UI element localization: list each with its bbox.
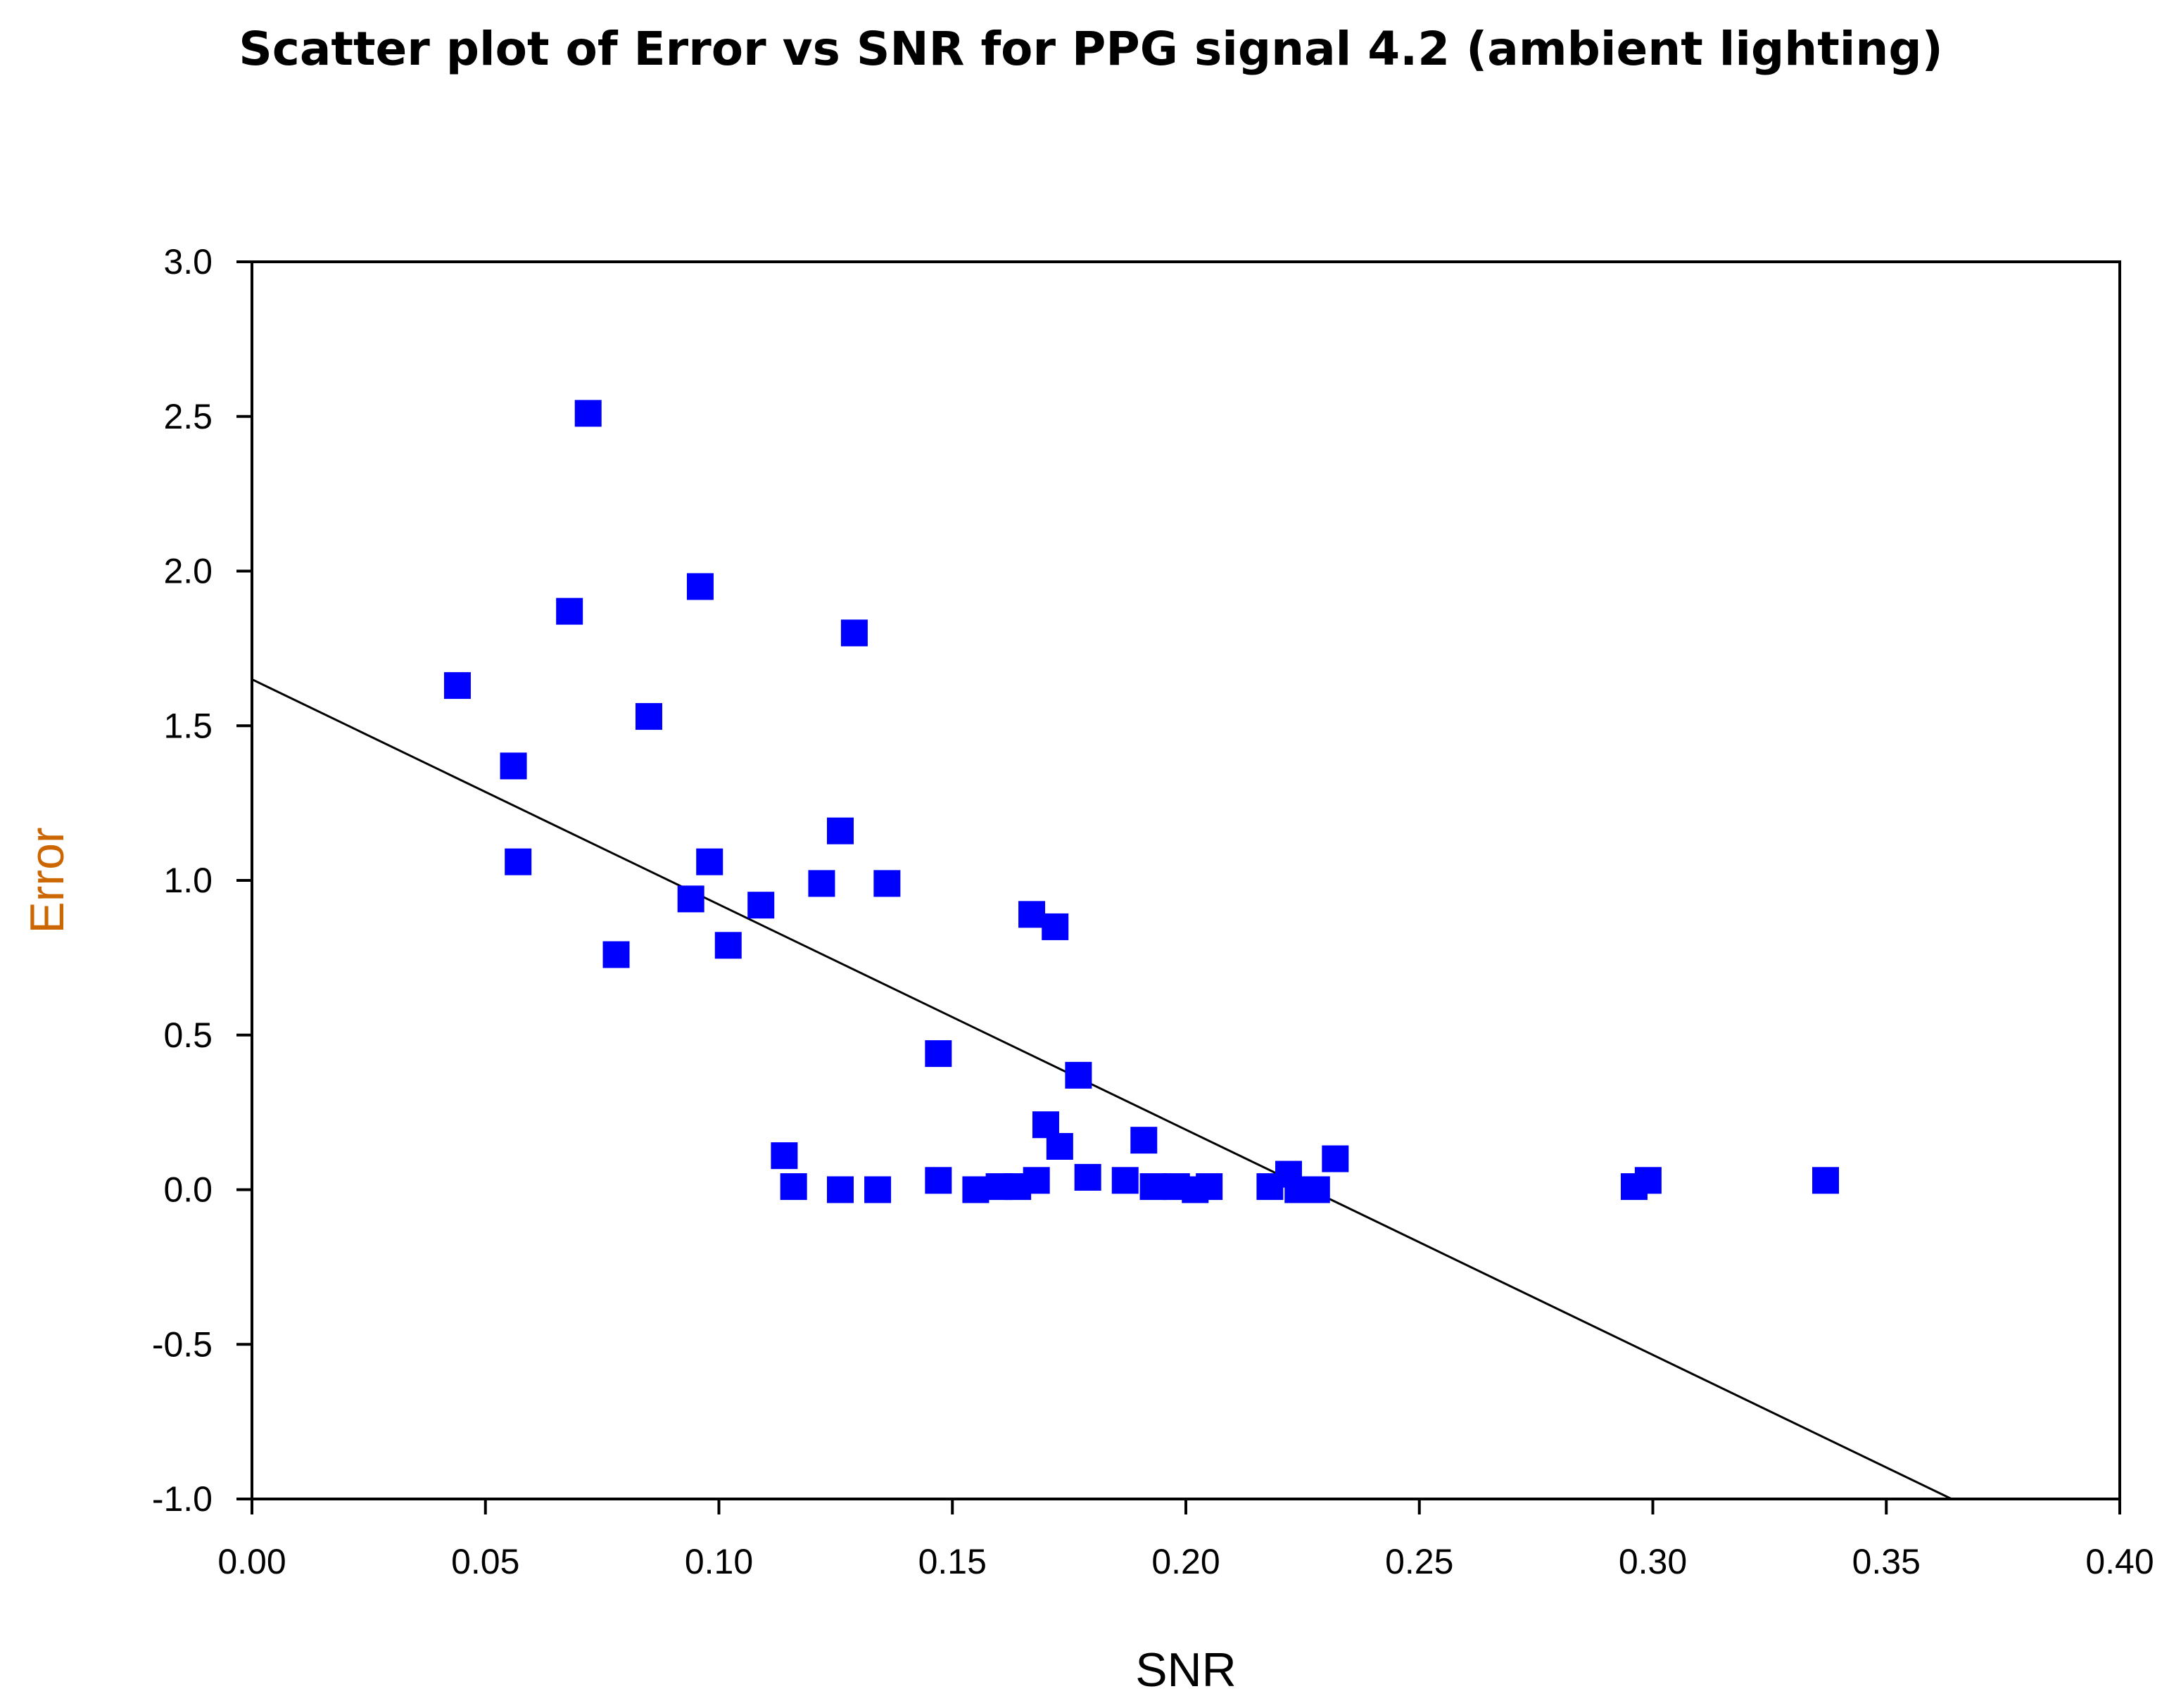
data-point — [714, 932, 742, 959]
data-point — [873, 870, 901, 897]
y-tick-label: 2.0 — [163, 552, 213, 591]
x-tick-label: 0.35 — [1852, 1542, 1921, 1581]
x-tick-label: 0.05 — [451, 1542, 519, 1581]
x-tick-label: 0.00 — [217, 1542, 286, 1581]
x-tick-label: 0.10 — [685, 1542, 753, 1581]
data-point — [677, 885, 704, 913]
trend-line-layer — [251, 678, 1952, 1500]
data-point — [602, 941, 630, 968]
data-point — [747, 892, 775, 919]
y-tick-label: 1.5 — [163, 706, 213, 745]
y-tick-label: -0.5 — [152, 1324, 213, 1364]
data-point — [771, 1142, 798, 1170]
data-point — [864, 1176, 892, 1203]
y-tick-label: 1.0 — [163, 861, 213, 900]
y-tick-label: 2.5 — [163, 397, 213, 436]
x-tick-label: 0.30 — [1619, 1542, 1687, 1581]
data-point — [925, 1040, 952, 1068]
y-tick-label: 0.0 — [163, 1170, 213, 1210]
data-point — [500, 752, 527, 780]
data-point — [1256, 1173, 1284, 1201]
y-axis-ticks — [236, 260, 252, 1500]
data-point — [635, 703, 662, 730]
data-point — [827, 1176, 854, 1203]
data-points-layer — [443, 400, 1839, 1203]
data-point — [1111, 1167, 1139, 1194]
y-tick-label: -1.0 — [152, 1479, 213, 1519]
data-point — [1046, 1132, 1073, 1160]
data-point — [780, 1173, 807, 1201]
data-point — [1074, 1163, 1101, 1191]
y-tick-label: 3.0 — [163, 242, 213, 281]
data-point — [574, 400, 602, 427]
data-point — [1139, 1173, 1167, 1201]
data-point — [840, 619, 868, 647]
chart-title: Scatter plot of Error vs SNR for PPG sig… — [239, 22, 1943, 76]
data-point — [1812, 1167, 1839, 1194]
data-point — [1130, 1127, 1158, 1154]
data-point — [1004, 1173, 1032, 1201]
x-tick-label: 0.40 — [2085, 1542, 2154, 1581]
data-point — [1065, 1061, 1092, 1089]
data-point — [808, 870, 835, 897]
x-axis-ticks — [251, 1499, 2121, 1514]
x-tick-label: 0.15 — [918, 1542, 987, 1581]
data-point — [1303, 1176, 1330, 1203]
y-axis-label: Error — [20, 827, 74, 933]
data-point — [827, 817, 854, 844]
data-point — [686, 573, 714, 600]
y-tick-label: 0.5 — [163, 1016, 213, 1055]
trend-line — [251, 678, 1952, 1500]
data-point — [1322, 1145, 1349, 1172]
x-axis-label: SNR — [1135, 1643, 1237, 1697]
y-axis-tick-labels: 3.0 2.5 2.0 1.5 1.0 0.5 0.0 -0.5 -1.0 — [152, 242, 213, 1519]
data-point — [962, 1176, 990, 1203]
data-point — [443, 672, 471, 700]
data-point — [1042, 913, 1069, 940]
data-point — [1620, 1173, 1648, 1201]
x-tick-label: 0.20 — [1151, 1542, 1220, 1581]
data-point — [925, 1167, 952, 1194]
data-point — [1018, 901, 1046, 928]
x-axis-tick-labels: 0.00 0.05 0.10 0.15 0.20 0.25 0.30 0.35 0.40 — [217, 1542, 2154, 1581]
data-point — [696, 848, 723, 875]
data-point — [1196, 1173, 1223, 1201]
data-point — [505, 848, 532, 875]
data-point — [556, 597, 583, 625]
x-tick-label: 0.25 — [1385, 1542, 1453, 1581]
